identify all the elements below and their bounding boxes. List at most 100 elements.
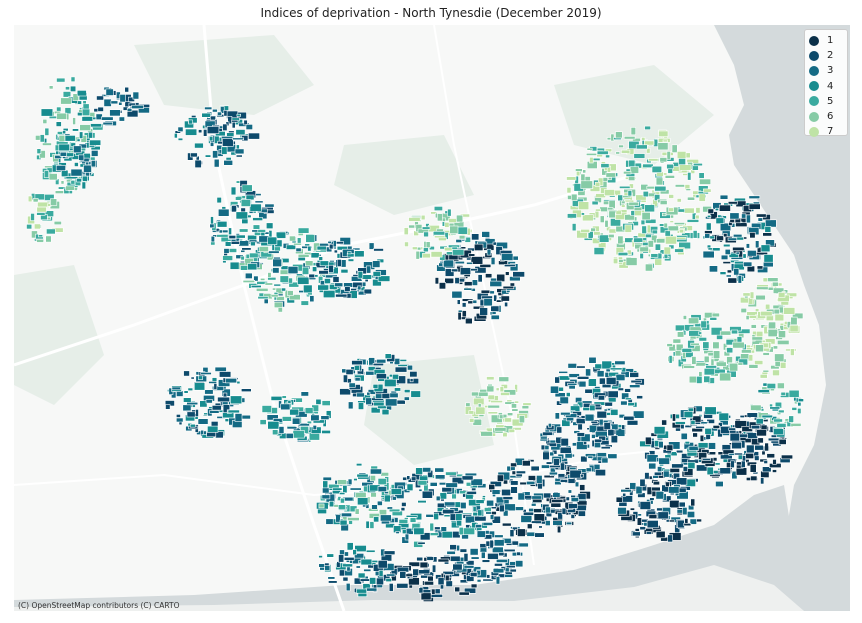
legend-swatch-icon xyxy=(809,126,819,137)
lsoa-area xyxy=(456,299,461,305)
lsoa-area xyxy=(534,532,545,538)
lsoa-area xyxy=(756,429,767,437)
lsoa-area xyxy=(85,161,90,166)
lsoa-area xyxy=(289,408,300,416)
lsoa-area xyxy=(617,507,627,515)
lsoa-area xyxy=(633,237,644,243)
lsoa-area xyxy=(449,555,461,562)
lsoa-area xyxy=(482,522,493,526)
lsoa-area xyxy=(89,123,102,128)
lsoa-area xyxy=(669,220,674,223)
lsoa-area xyxy=(762,232,773,237)
lsoa-area xyxy=(675,343,684,352)
lsoa-area xyxy=(501,488,511,496)
lsoa-area xyxy=(36,148,42,154)
lsoa-area xyxy=(686,219,700,223)
lsoa-area xyxy=(636,395,643,400)
lsoa-area xyxy=(559,446,572,454)
lsoa-area xyxy=(741,349,752,354)
lsoa-area xyxy=(684,424,693,428)
lsoa-area xyxy=(653,426,666,435)
lsoa-area xyxy=(258,246,269,252)
lsoa-area xyxy=(700,421,708,425)
lsoa-area xyxy=(671,144,678,153)
lsoa-area xyxy=(389,392,399,398)
lsoa-area xyxy=(56,77,66,83)
lsoa-area xyxy=(477,274,483,283)
lsoa-area xyxy=(773,418,783,423)
lsoa-area xyxy=(654,194,661,201)
lsoa-area xyxy=(610,435,618,444)
lsoa-area xyxy=(412,568,419,577)
lsoa-area xyxy=(515,470,526,474)
lsoa-area xyxy=(767,437,780,442)
lsoa-area xyxy=(369,521,375,529)
lsoa-area xyxy=(273,283,281,287)
lsoa-area xyxy=(54,190,64,194)
lsoa-area xyxy=(544,520,551,526)
lsoa-area xyxy=(418,587,424,594)
lsoa-area xyxy=(471,391,479,397)
lsoa-area xyxy=(347,478,353,485)
lsoa-area xyxy=(62,130,67,135)
lsoa-area xyxy=(366,265,372,274)
lsoa-area xyxy=(584,413,595,422)
lsoa-area xyxy=(72,117,76,125)
lsoa-area xyxy=(496,273,506,282)
lsoa-area xyxy=(217,396,230,403)
lsoa-area xyxy=(578,380,587,388)
lsoa-area xyxy=(267,420,280,430)
lsoa-area xyxy=(641,225,647,234)
lsoa-area xyxy=(730,460,735,468)
legend-label: 1 xyxy=(827,35,834,47)
lsoa-area xyxy=(266,414,279,421)
lsoa-area xyxy=(452,563,463,571)
lsoa-area xyxy=(690,498,696,507)
lsoa-area xyxy=(209,410,220,414)
lsoa-area xyxy=(340,512,352,518)
lsoa-area xyxy=(222,123,228,131)
legend: 1 2 3 4 5 6 7 xyxy=(804,29,848,137)
lsoa-area xyxy=(355,392,365,398)
lsoa-area xyxy=(354,508,360,515)
lsoa-area xyxy=(757,217,763,222)
lsoa-area xyxy=(577,423,583,431)
lsoa-area xyxy=(747,250,757,257)
lsoa-area xyxy=(241,247,252,251)
map-canvas[interactable] xyxy=(14,25,850,611)
lsoa-area xyxy=(749,291,755,299)
lsoa-area xyxy=(598,435,607,441)
lsoa-area xyxy=(447,208,452,217)
lsoa-area xyxy=(477,509,483,517)
lsoa-area xyxy=(296,237,302,244)
lsoa-area xyxy=(692,230,698,239)
lsoa-area xyxy=(373,516,380,523)
lsoa-area xyxy=(691,356,697,365)
lsoa-area xyxy=(372,260,381,268)
lsoa-area xyxy=(791,407,798,411)
lsoa-area xyxy=(342,485,348,494)
lsoa-area xyxy=(648,514,658,519)
lsoa-area xyxy=(656,507,663,512)
lsoa-area xyxy=(582,214,594,222)
lsoa-area xyxy=(89,139,102,146)
lsoa-area xyxy=(475,499,485,504)
lsoa-area xyxy=(727,237,738,241)
lsoa-area xyxy=(703,355,710,363)
lsoa-area xyxy=(285,432,294,439)
lsoa-area xyxy=(567,382,578,386)
lsoa-area xyxy=(754,455,760,461)
lsoa-area xyxy=(566,176,577,181)
lsoa-area xyxy=(595,469,606,477)
lsoa-area xyxy=(615,496,623,503)
lsoa-area xyxy=(488,483,496,490)
lsoa-area xyxy=(729,212,740,220)
lsoa-area xyxy=(341,563,353,568)
lsoa-area xyxy=(459,267,472,276)
lsoa-area xyxy=(554,481,562,486)
lsoa-area xyxy=(494,563,503,567)
lsoa-area xyxy=(401,502,407,507)
lsoa-area xyxy=(222,260,227,264)
lsoa-area xyxy=(644,263,653,272)
lsoa-area xyxy=(621,424,626,430)
